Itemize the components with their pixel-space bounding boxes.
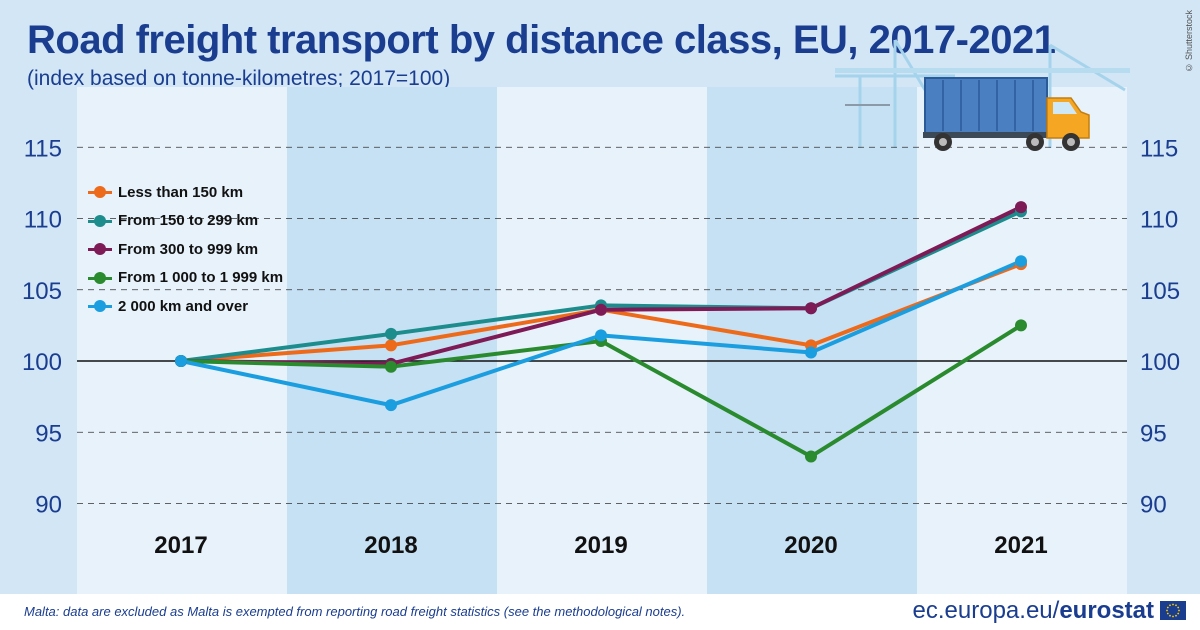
legend-label: 2 000 km and over [118,297,249,315]
eu-flag-icon [1160,601,1186,620]
legend-item: From 150 to 299 km [88,207,283,236]
legend-item: From 1 000 to 1 999 km [88,264,283,293]
legend-item: Less than 150 km [88,178,283,207]
legend-label: From 1 000 to 1 999 km [118,269,284,287]
legend-item: From 300 to 999 km [88,235,283,264]
brand-name: eurostat [1059,597,1154,624]
image-credit: © Shutterstock [1184,10,1194,73]
brand-domain: ec.europa.eu/ [912,597,1060,624]
legend-swatch [88,186,112,199]
legend-swatch [88,271,112,284]
legend-swatch [88,300,112,313]
data-point [1015,255,1027,268]
column-band [917,87,1127,594]
data-point [805,302,817,315]
data-point [385,327,397,340]
footer-bar: Malta: data are excluded as Malta is exe… [0,594,1200,630]
y-tick-label-left: 110 [24,207,62,234]
x-tick-label: 2019 [574,532,627,559]
legend-swatch [88,243,112,256]
truck-with-container-and-cranes-icon [835,39,1130,151]
data-point [385,399,397,412]
y-tick-label-right: 115 [1140,135,1178,162]
y-tick-label-right: 105 [1140,278,1180,305]
data-point [385,339,397,352]
y-tick-label-right: 100 [1140,349,1180,376]
data-point [175,355,187,367]
data-point [805,346,817,359]
legend-item: 2 000 km and over [88,292,283,321]
line-chart: 90 90 95 95 100 100 105 105 110 110 115 115 2017 2018… [22,39,1180,594]
data-point [595,303,607,316]
y-tick-label-left: 95 [35,420,62,447]
data-point [1015,319,1027,332]
legend-label: From 300 to 999 km [118,240,259,258]
legend-label: From 150 to 299 km [118,212,259,230]
eurostat-logo[interactable]: ec.europa.eu/eurostat [913,597,1154,625]
legend-swatch [88,214,112,227]
y-tick-label-left: 90 [35,492,62,519]
x-tick-label: 2020 [784,532,837,559]
chart-subtitle: (index based on tonne-kilometres; 2017=1… [27,67,451,90]
data-point [595,329,607,342]
data-point [385,360,397,373]
x-tick-label: 2018 [364,532,417,559]
y-tick-label-left: 115 [24,135,62,162]
x-tick-label: 2017 [154,532,207,559]
y-tick-label-left: 100 [22,349,62,376]
column-band [77,87,287,594]
x-tick-label: 2021 [994,532,1047,559]
y-tick-label-left: 105 [22,278,62,305]
chart-title: Road freight transport by distance class… [27,18,1056,62]
y-tick-label-right: 90 [1140,492,1167,519]
data-point [1015,201,1027,214]
y-tick-label-right: 95 [1140,420,1167,447]
legend-label: Less than 150 km [118,183,244,201]
y-tick-label-right: 110 [1140,207,1178,234]
data-point [805,450,817,463]
footnote: Malta: data are excluded as Malta is exe… [24,604,686,619]
chart-legend: Less than 150 km From 150 to 299 km From 3… [88,178,283,321]
